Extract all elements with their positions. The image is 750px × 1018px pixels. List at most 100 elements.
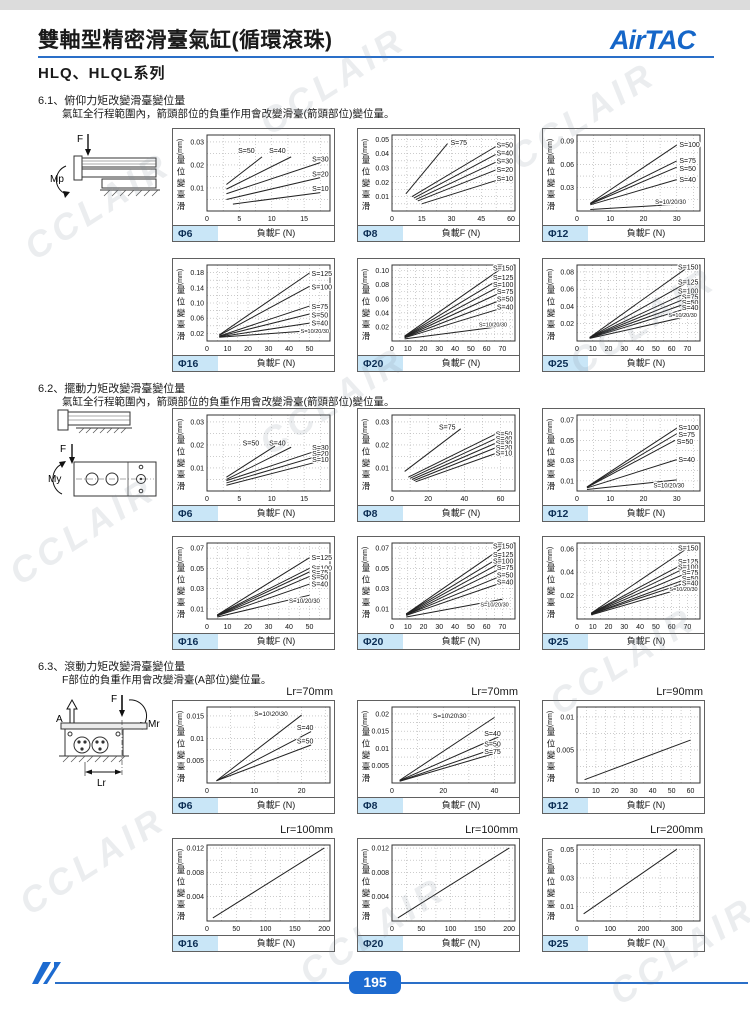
series-label: S=50 — [677, 439, 694, 446]
y-tick-label: 0.02 — [560, 593, 574, 600]
series-label: S=10 — [496, 176, 513, 183]
x-tick-label: 150 — [289, 926, 301, 933]
y-tick-label: 0.01 — [375, 606, 389, 613]
x-tick-label: 40 — [451, 346, 459, 353]
series-label: S=100 — [678, 288, 699, 295]
y-tick-label: 0.05 — [375, 137, 389, 144]
section-63-desc: F部位的負重作用會改變滑臺(A部位)變位量。 — [62, 674, 272, 686]
y-tick-label: 0.03 — [375, 586, 389, 593]
y-axis-label-char: 位 — [547, 877, 556, 887]
x-tick-label: 40 — [451, 624, 459, 631]
x-tick-label: 30 — [448, 216, 456, 223]
y-axis-label-char: 滑 — [362, 773, 371, 783]
x-tick-label: 40 — [460, 496, 468, 503]
series-label: S=20 — [312, 451, 329, 458]
series-label: S=40 — [679, 177, 696, 184]
series-label: S=75 — [497, 565, 514, 572]
y-axis-label-char: 臺 — [362, 900, 371, 910]
dim-arrow-left-icon — [85, 769, 92, 775]
section-61-desc: 氣缸全行程範圍內，箭頭部位的負重作用會改變滑臺(箭頭部位)變位量。 — [62, 108, 395, 120]
x-tick-label: 0 — [390, 346, 394, 353]
y-axis-label-char: 臺 — [362, 470, 371, 480]
chart-61-Φ6: 0.01 0.02 0.03 0 5 10 15 (mm) 量位變臺滑 S=50 S=40 S=30 S… — [172, 128, 335, 242]
chart-62-Φ6: 0.01 0.02 0.03 0 5 10 15 (mm) 量位變臺滑 S=50 S=40 S=30 S… — [172, 408, 335, 522]
x-tick-label: 50 — [417, 926, 425, 933]
y-axis-label-char: 變 — [177, 586, 186, 596]
series-label: S=50 — [243, 441, 260, 448]
x-tick-label: 40 — [636, 624, 644, 631]
up-arrow-icon — [66, 698, 78, 724]
x-tick-label: 15 — [300, 496, 308, 503]
bore-badge: Φ12 — [543, 506, 588, 521]
y-axis-label-char: 臺 — [547, 470, 556, 480]
ground-hatching — [62, 755, 126, 763]
x-axis-label: 負載F (N) — [626, 636, 666, 646]
x-tick-label: 45 — [477, 216, 485, 223]
series-label: S=100 — [678, 425, 699, 432]
chart-63-Φ8: Lr=70mm 0.005 0.01 0.015 0.02 0 20 40 (mm) 量位變臺滑 S… — [357, 686, 520, 814]
series-label: S=10/20/30 — [289, 599, 321, 605]
x-tick-label: 30 — [265, 346, 273, 353]
y-axis-label-char: 滑 — [362, 331, 371, 341]
x-tick-label: 20 — [605, 346, 613, 353]
force-label: F — [60, 444, 66, 455]
x-tick-label: 50 — [668, 788, 676, 795]
y-axis-unit: (mm) — [547, 419, 554, 435]
bore-badge: Φ6 — [173, 226, 218, 241]
y-axis-label-char: 臺 — [547, 320, 556, 330]
x-tick-label: 0 — [390, 496, 394, 503]
scan-edge — [0, 0, 750, 10]
x-tick-label: 10 — [404, 346, 412, 353]
chart-62-Φ25: 0.02 0.04 0.06 0 10 20 30 40 50 60 70 (mm) 量位變臺滑 S=15… — [542, 536, 705, 650]
bore-badge: Φ8 — [358, 506, 403, 521]
series-subtitle: HLQ、HLQL系列 — [38, 65, 166, 82]
x-tick-label: 0 — [575, 926, 579, 933]
x-axis-label: 負載F (N) — [441, 800, 481, 810]
yaw-moment-diagram: F My — [48, 409, 157, 497]
y-tick-label: 0.01 — [375, 465, 389, 472]
y-axis-unit: (mm) — [362, 547, 369, 563]
bore-badge: Φ6 — [173, 798, 218, 813]
y-tick-label: 0.01 — [190, 606, 204, 613]
y-tick-label: 0.02 — [190, 331, 204, 338]
y-tick-label: 0.06 — [560, 287, 574, 294]
x-tick-label: 20 — [439, 788, 447, 795]
ground-hatching — [78, 427, 127, 434]
y-tick-label: 0.012 — [186, 846, 204, 853]
y-tick-label: 0.02 — [190, 442, 204, 449]
moment-label: Mp — [50, 174, 64, 185]
x-tick-label: 5 — [237, 496, 241, 503]
y-axis-label-char: 位 — [362, 447, 371, 457]
chart-plot: 0.01 0.03 0.05 0.07 0 10 20 30 40 50 60 70 (mm)量位變臺滑… — [362, 542, 516, 631]
series-label: S=75 — [312, 570, 329, 577]
series-label: S=30 — [312, 157, 329, 164]
x-tick-label: 30 — [435, 346, 443, 353]
x-axis-label: 負載F (N) — [256, 358, 296, 368]
chart-62-Φ16: 0.01 0.03 0.05 0.07 0 10 20 30 40 50 (mm) 量位變臺滑 S=12… — [172, 536, 335, 650]
x-tick-label: 20 — [640, 496, 648, 503]
series-label: S=75 — [484, 749, 501, 756]
y-axis-label-char: 量 — [362, 865, 371, 875]
y-axis-label-char: 變 — [547, 178, 556, 188]
charts-grid-yaw: 0.01 0.02 0.03 0 5 10 15 (mm) 量位變臺滑 S=50 S=40 S=30 S… — [172, 408, 705, 650]
y-axis-unit: (mm) — [362, 419, 369, 435]
y-axis-label-char: 量 — [547, 435, 556, 445]
x-axis-label: 負載F (N) — [441, 358, 481, 368]
y-axis-label-char: 變 — [177, 178, 186, 188]
y-axis-label-char: 滑 — [177, 481, 186, 491]
y-axis-label-char: 滑 — [547, 609, 556, 619]
y-axis-unit: (mm) — [177, 849, 184, 865]
x-tick-label: 40 — [491, 788, 499, 795]
series-label: S=40 — [269, 441, 286, 448]
x-tick-label: 40 — [285, 346, 293, 353]
y-axis-label-char: 臺 — [547, 762, 556, 772]
x-axis-label: 負載F (N) — [626, 800, 666, 810]
x-tick-label: 60 — [497, 496, 505, 503]
x-tick-label: 0 — [575, 346, 579, 353]
bore-badge: Φ8 — [358, 798, 403, 813]
y-tick-label: 0.004 — [371, 894, 389, 901]
y-axis-label-char: 滑 — [547, 481, 556, 491]
series-label: S=20 — [496, 445, 513, 452]
y-axis-label-char: 滑 — [177, 609, 186, 619]
